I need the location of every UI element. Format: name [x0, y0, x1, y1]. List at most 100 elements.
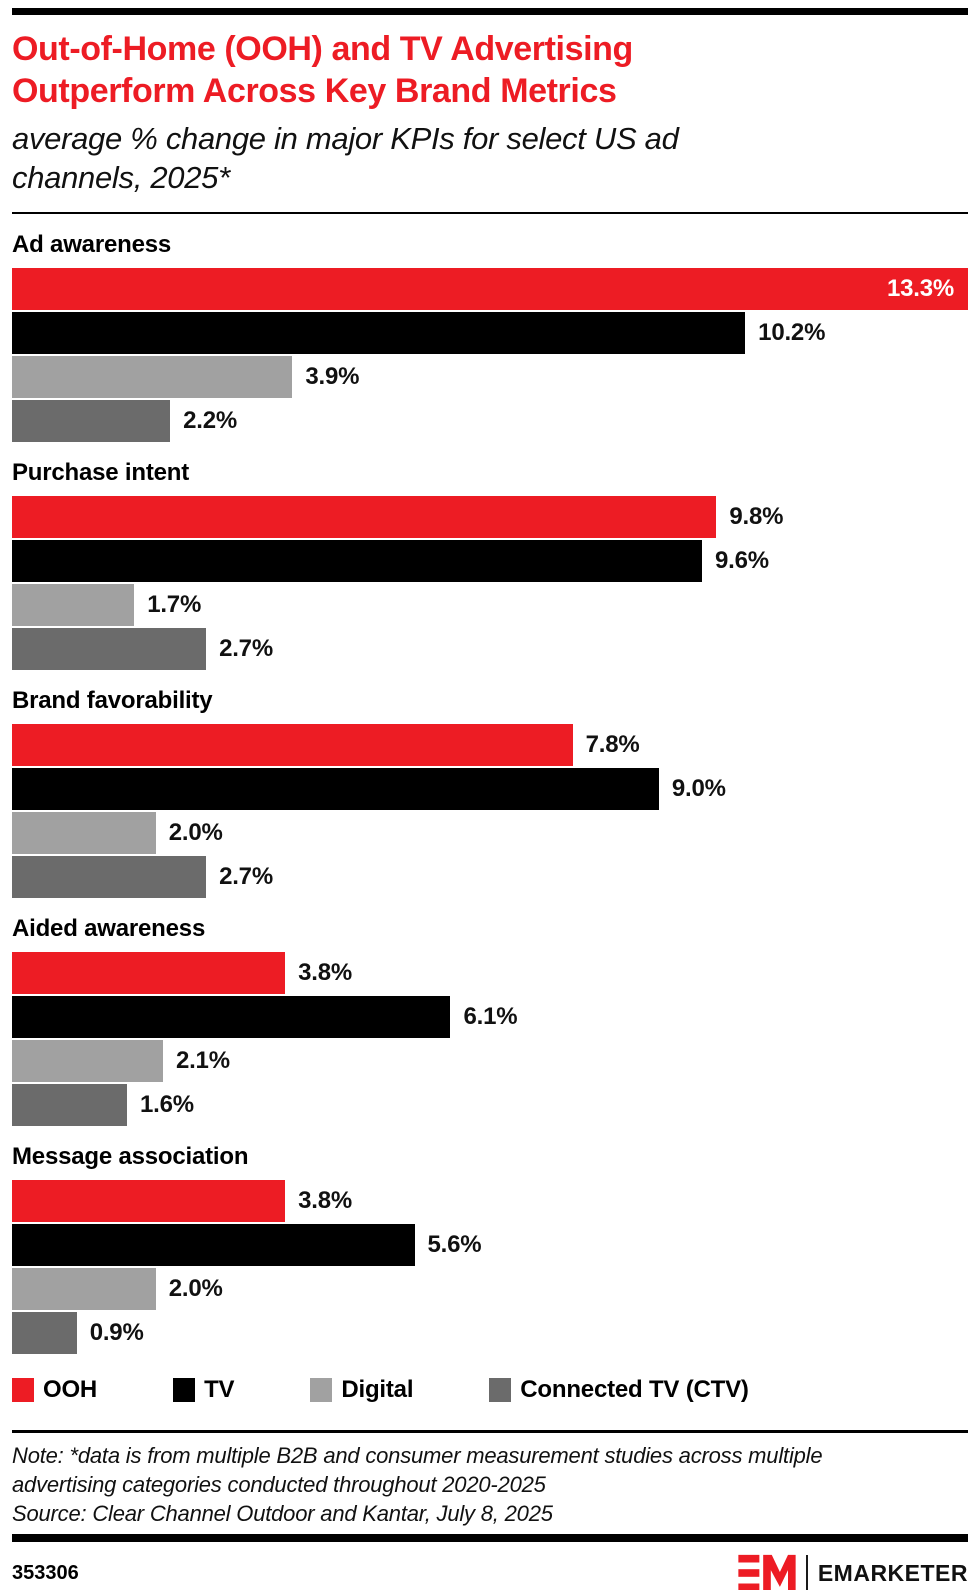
bar-digital	[12, 356, 293, 399]
bar-digital	[12, 812, 156, 855]
bar-ooh	[12, 1180, 286, 1223]
value-label: 10.2%	[758, 319, 826, 347]
footer: 353306 EMARKETER	[12, 1552, 968, 1590]
chart-subtitle-line-1: average % change in major KPIs for selec…	[12, 121, 679, 157]
bar-row: 6.1%	[12, 996, 968, 1039]
value-label: 5.6%	[427, 1231, 482, 1259]
legend-item-digital: Digital	[310, 1376, 413, 1404]
footnote-note-line-2: advertising categories conducted through…	[12, 1472, 546, 1497]
legend-item-tv: TV	[173, 1376, 235, 1404]
group-label: Message association	[12, 1143, 249, 1171]
value-label: 6.1%	[463, 1003, 518, 1031]
top-rule	[12, 8, 968, 15]
bar-digital	[12, 1040, 163, 1083]
chart-id: 353306	[12, 1561, 79, 1584]
bar-row: 3.8%	[12, 952, 968, 995]
bar-row: 5.6%	[12, 1224, 968, 1267]
bar-row: 9.0%	[12, 768, 968, 811]
bar-row: 2.0%	[12, 1268, 968, 1311]
value-label: 9.6%	[715, 547, 769, 575]
bar-group-purchase-intent: Purchase intent 9.8% 9.6% 1.7% 2.7%	[12, 459, 968, 671]
footnote-note-line-1: Note: *data is from multiple B2B and con…	[12, 1443, 823, 1469]
bar-ooh: 13.3%	[12, 268, 968, 311]
bar-row: 3.9%	[12, 356, 968, 399]
legend-label: OOH	[43, 1376, 98, 1404]
brand-name: EMARKETER	[817, 1559, 968, 1586]
chart-subtitle: average % change in major KPIs for selec…	[12, 119, 968, 197]
bar-group-brand-favorability: Brand favorability 7.8% 9.0% 2.0% 2.7%	[12, 687, 968, 899]
bar-connected-tv-ctv	[12, 628, 207, 671]
bar-group-ad-awareness: Ad awareness 13.3% 10.2% 3.9% 2.2%	[12, 231, 968, 443]
value-label: 9.8%	[729, 503, 784, 531]
bar-connected-tv-ctv	[12, 1312, 77, 1355]
bar-ooh	[12, 496, 717, 539]
value-label: 3.9%	[305, 363, 360, 391]
bar-row: 13.3%	[12, 268, 968, 311]
chart-title-line-1: Out-of-Home (OOH) and TV Advertising	[12, 30, 633, 68]
value-label: 1.7%	[147, 591, 202, 619]
legend-swatch-icon	[173, 1378, 196, 1403]
bar-row: 2.2%	[12, 400, 968, 443]
value-label: 2.7%	[219, 635, 273, 663]
bar-row: 9.8%	[12, 496, 968, 539]
value-label: 0.9%	[89, 1319, 144, 1347]
chart-title-line-2: Outperform Across Key Brand Metrics	[12, 72, 617, 111]
brand-logo: EMARKETER	[738, 1552, 968, 1590]
bar-tv	[12, 540, 703, 583]
chart: Ad awareness 13.3% 10.2% 3.9% 2.2% Purchase i…	[12, 231, 968, 1355]
footnote-divider	[12, 1430, 968, 1434]
value-label: 9.0%	[671, 775, 726, 803]
group-label: Brand favorability	[12, 687, 213, 715]
value-label: 2.0%	[168, 1275, 223, 1303]
bar-row: 1.7%	[12, 584, 968, 627]
bar-row: 2.7%	[12, 628, 968, 671]
bar-digital	[12, 584, 135, 627]
bar-row: 2.7%	[12, 856, 968, 899]
bar-tv	[12, 312, 746, 355]
legend-swatch-icon	[12, 1378, 34, 1403]
value-label: 2.1%	[175, 1047, 230, 1075]
legend: OOH TV Digital Connected TV (CTV)	[12, 1376, 968, 1404]
bar-connected-tv-ctv	[12, 400, 171, 443]
bar-row: 2.1%	[12, 1040, 968, 1083]
legend-label: Connected TV (CTV)	[520, 1376, 749, 1404]
group-label: Purchase intent	[12, 459, 190, 487]
bar-ooh	[12, 724, 573, 767]
brand-divider	[805, 1555, 808, 1590]
value-label: 7.8%	[585, 731, 640, 759]
chart-subtitle-line-2: channels, 2025*	[12, 160, 230, 196]
group-label: Aided awareness	[12, 915, 206, 943]
legend-swatch-icon	[489, 1378, 512, 1403]
bar-group-aided-awareness: Aided awareness 3.8% 6.1% 2.1% 1.6%	[12, 915, 968, 1127]
legend-label: TV	[204, 1376, 235, 1404]
legend-label: Digital	[341, 1376, 414, 1404]
value-label: 13.3%	[886, 275, 954, 303]
bar-group-message-association: Message association 3.8% 5.6% 2.0% 0.9%	[12, 1143, 968, 1355]
bar-ooh	[12, 952, 286, 995]
header-divider	[12, 212, 968, 215]
bottom-rule	[12, 1534, 968, 1543]
bar-row: 9.6%	[12, 540, 968, 583]
footnote-source: Source: Clear Channel Outdoor and Kantar…	[12, 1500, 553, 1526]
bar-row: 1.6%	[12, 1084, 968, 1127]
value-label: 2.7%	[219, 863, 273, 891]
chart-title: Out-of-Home (OOH) and TV Advertising Out…	[12, 28, 968, 112]
bar-connected-tv-ctv	[12, 856, 207, 899]
bar-row: 3.8%	[12, 1180, 968, 1223]
bar-row: 10.2%	[12, 312, 968, 355]
legend-item-connected-tv-ctv: Connected TV (CTV)	[489, 1376, 749, 1404]
value-label: 2.2%	[183, 407, 238, 435]
bar-tv	[12, 1224, 415, 1267]
bar-tv	[12, 996, 451, 1039]
value-label: 1.6%	[140, 1091, 194, 1119]
bar-tv	[12, 768, 659, 811]
footnote: Note: *data is from multiple B2B and con…	[12, 1442, 968, 1528]
legend-swatch-icon	[310, 1378, 333, 1403]
emarketer-monogram-icon	[738, 1555, 796, 1590]
bar-row: 2.0%	[12, 812, 968, 855]
legend-item-ooh: OOH	[12, 1376, 97, 1404]
bar-row: 7.8%	[12, 724, 968, 767]
value-label: 2.0%	[168, 819, 223, 847]
value-label: 3.8%	[298, 1187, 353, 1215]
